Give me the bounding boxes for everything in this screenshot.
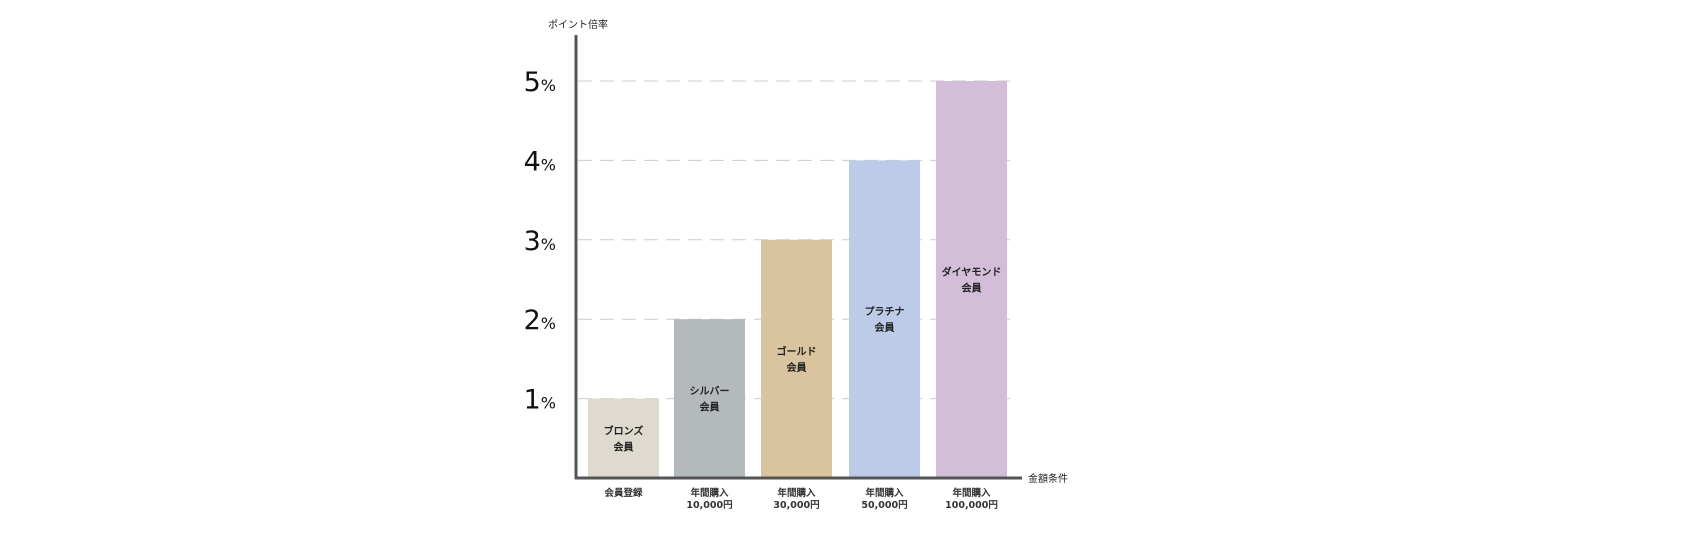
y-tick-label: 1%	[524, 385, 556, 416]
x-category-label: 年間購入	[777, 487, 816, 499]
bar	[674, 319, 745, 478]
x-category-label: 50,000円	[861, 500, 907, 511]
y-tick-number: 4	[524, 146, 541, 177]
x-category-label: 年間購入	[690, 487, 729, 499]
y-tick-number: 2	[524, 305, 541, 336]
bar-label-name: ダイヤモンド	[942, 266, 1002, 279]
y-tick-number: 1	[524, 385, 541, 416]
y-tick-unit: %	[541, 235, 556, 254]
bar-label-suffix: 会員	[614, 440, 634, 453]
bar	[588, 398, 659, 478]
y-tick-label: 4%	[524, 146, 556, 177]
bar-label-name: プラチナ	[865, 305, 905, 318]
bar-label-name: ゴールド	[777, 345, 817, 358]
bar-label-name: シルバー	[690, 386, 730, 398]
y-tick-labels: 1%2%3%4%5%	[524, 67, 556, 416]
x-category-label: 年間購入	[952, 487, 991, 499]
bar-label-suffix: 会員	[700, 401, 720, 414]
bar	[936, 81, 1007, 478]
y-tick-label: 5%	[524, 67, 556, 98]
y-tick-label: 2%	[524, 305, 556, 336]
y-axis-title: ポイント倍率	[548, 18, 608, 31]
y-tick-unit: %	[541, 394, 556, 413]
y-tick-unit: %	[541, 314, 556, 333]
y-tick-unit: %	[541, 155, 556, 174]
y-tick-unit: %	[541, 76, 556, 95]
bar-label-name: ブロンズ	[604, 424, 644, 437]
x-category-label: 10,000円	[686, 500, 732, 511]
bar-label-suffix: 会員	[875, 321, 895, 334]
x-category-label: 100,000円	[945, 500, 998, 511]
bar-label-suffix: 会員	[962, 282, 982, 295]
x-axis-title: 金額条件	[1028, 472, 1068, 485]
y-tick-number: 3	[524, 226, 541, 257]
x-category-labels: 会員登録 年間購入10,000円年間購入30,000円年間購入50,000円年間購…	[604, 487, 997, 511]
x-category-label: 年間購入	[865, 487, 904, 499]
bar-label-suffix: 会員	[787, 361, 807, 374]
bar	[761, 239, 832, 478]
bar	[849, 160, 920, 478]
x-category-label: 30,000円	[773, 500, 819, 511]
y-tick-number: 5	[524, 67, 541, 98]
x-category-label: 会員登録	[604, 487, 643, 499]
y-tick-label: 3%	[524, 226, 556, 257]
